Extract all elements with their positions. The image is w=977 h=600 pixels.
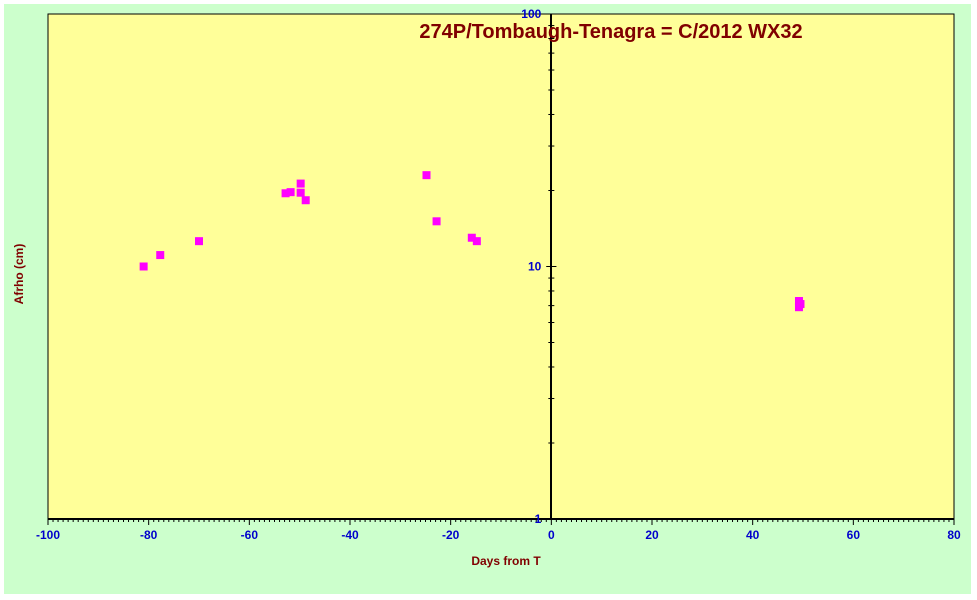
chart-frame: -100 -80 -60 -40 -20 0 20 40 60 80 1 10 100 274P/To… xyxy=(4,4,971,594)
x-tick-label: -20 xyxy=(442,528,460,542)
chart-title: 274P/Tombaugh-Tenagra = C/2012 WX32 xyxy=(419,21,802,43)
x-tick-label: -100 xyxy=(36,528,60,542)
y-tick-label: 1 xyxy=(535,512,542,526)
y-tick-label: 10 xyxy=(528,260,542,274)
data-point xyxy=(195,237,203,246)
x-tick-label: 0 xyxy=(548,528,555,542)
data-point xyxy=(301,196,310,205)
x-tick-label: 40 xyxy=(746,528,760,542)
x-tick-label: 60 xyxy=(847,528,861,542)
x-axis-title: Days from T xyxy=(471,554,541,568)
x-tick-label: -40 xyxy=(341,528,359,542)
data-point xyxy=(432,217,441,226)
y-tick-labels: 1 10 100 xyxy=(521,7,541,526)
data-point xyxy=(286,188,295,197)
data-point xyxy=(472,237,481,246)
data-point xyxy=(422,171,431,180)
data-points xyxy=(139,171,805,312)
x-tick-label: -60 xyxy=(241,528,259,542)
scatter-chart: -100 -80 -60 -40 -20 0 20 40 60 80 1 10 100 274P/To… xyxy=(12,7,961,568)
data-point xyxy=(139,262,148,271)
x-tick-labels: -100 -80 -60 -40 -20 0 20 40 60 80 xyxy=(36,528,961,542)
data-point xyxy=(796,300,805,309)
plot-area xyxy=(47,13,955,520)
data-point xyxy=(281,189,290,198)
x-tick-label: 20 xyxy=(645,528,659,542)
y-tick-label: 100 xyxy=(521,7,541,21)
data-point xyxy=(296,188,305,197)
data-point xyxy=(296,179,305,188)
data-point xyxy=(467,233,476,242)
x-tick-label: -80 xyxy=(140,528,158,542)
data-point xyxy=(156,251,165,260)
x-tick-label: 80 xyxy=(947,528,961,542)
y-axis-title: Afrho (cm) xyxy=(12,244,26,305)
